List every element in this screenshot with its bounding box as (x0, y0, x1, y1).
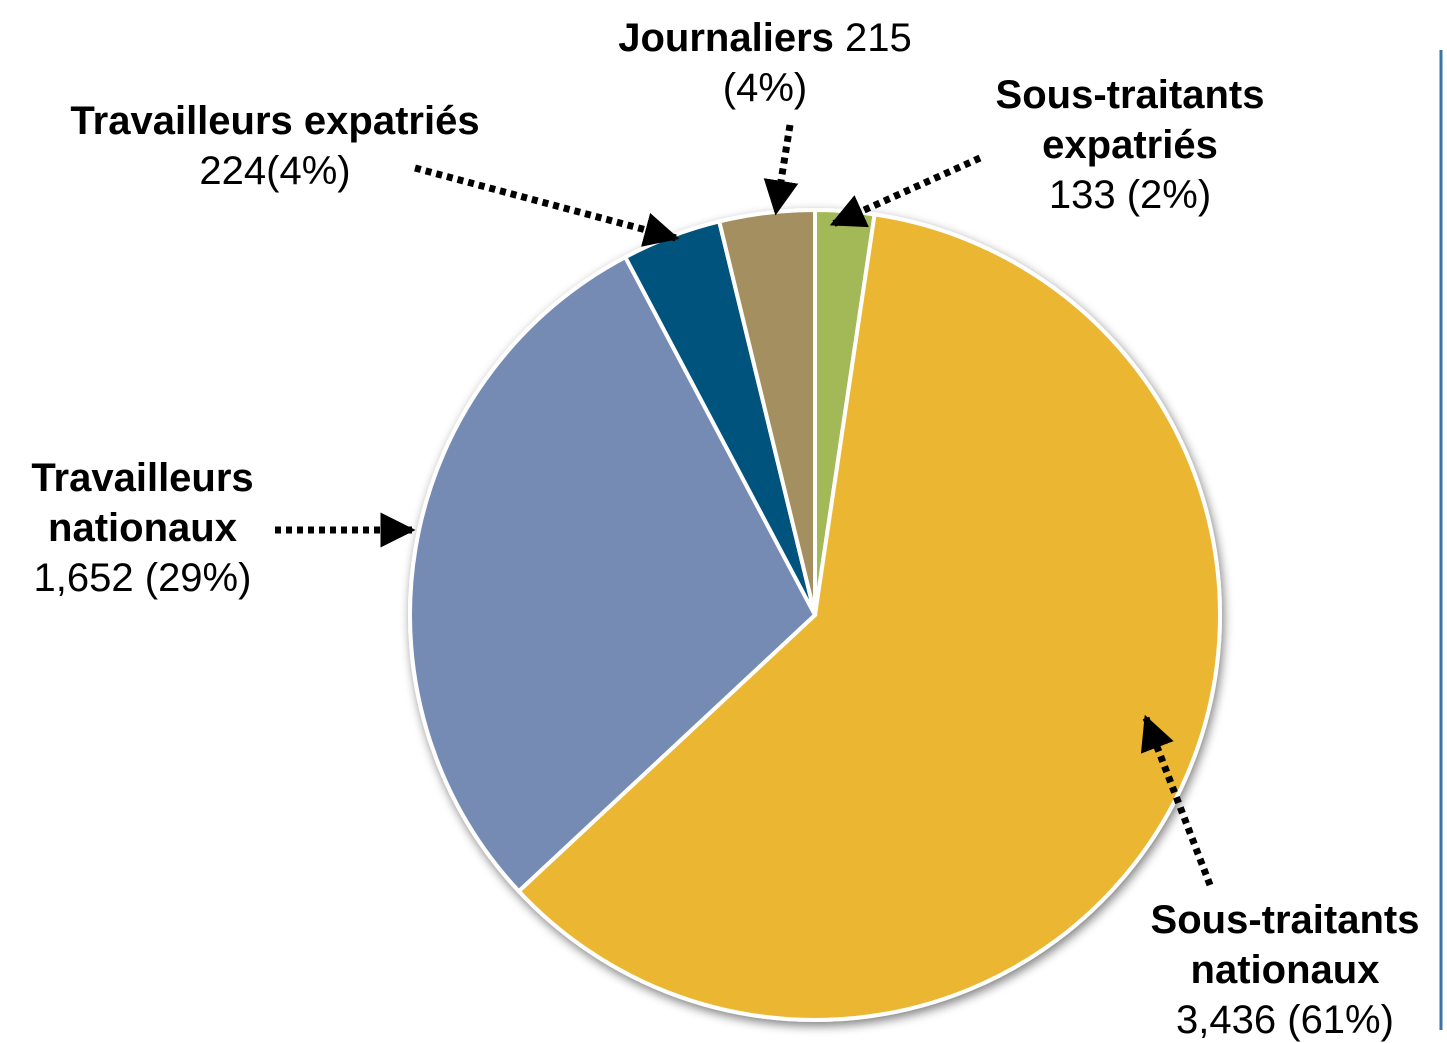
value-label: 224(4%) (199, 149, 351, 193)
slice-label: Travailleurs expatriés 224(4%) (20, 96, 530, 196)
arrow (763, 124, 799, 216)
slice-label: Travailleurs nationaux 1,652 (29%) (0, 453, 285, 603)
category-label: Travailleurs nationaux (31, 456, 254, 550)
arrows (275, 124, 1214, 887)
pie (408, 207, 1222, 1022)
value-label: 215 (4%) (722, 16, 912, 110)
arrow (1140, 714, 1214, 887)
slice-label: Sous-traitants expatriés 133 (2%) (960, 70, 1300, 220)
category-label: Travailleurs expatriés (70, 99, 480, 143)
value-label: 3,436 (61%) (1176, 998, 1394, 1042)
arrow (829, 154, 982, 228)
value-label: 1,652 (29%) (33, 556, 252, 600)
value-label: 133 (2%) (1048, 173, 1212, 217)
slice-label: Sous-traitants nationaux 3,436 (61%) (1120, 895, 1447, 1043)
slice-label: Journaliers 215 (4%) (580, 13, 950, 113)
arrow (414, 164, 680, 247)
category-label: Sous-traitants nationaux (1150, 898, 1420, 992)
category-label: Journaliers (618, 16, 834, 60)
pie-slice (515, 212, 1222, 1022)
pie-slice (408, 254, 818, 895)
category-label: Sous-traitants expatriés (995, 73, 1265, 167)
